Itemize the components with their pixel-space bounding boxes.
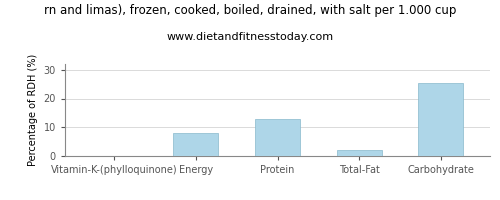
Bar xyxy=(337,150,382,156)
Bar xyxy=(418,83,464,156)
Bar xyxy=(255,119,300,156)
Text: rn and limas), frozen, cooked, boiled, drained, with salt per 1.000 cup: rn and limas), frozen, cooked, boiled, d… xyxy=(44,4,456,17)
Text: www.dietandfitnesstoday.com: www.dietandfitnesstoday.com xyxy=(166,32,334,42)
Y-axis label: Percentage of RDH (%): Percentage of RDH (%) xyxy=(28,54,38,166)
Bar xyxy=(174,133,218,156)
